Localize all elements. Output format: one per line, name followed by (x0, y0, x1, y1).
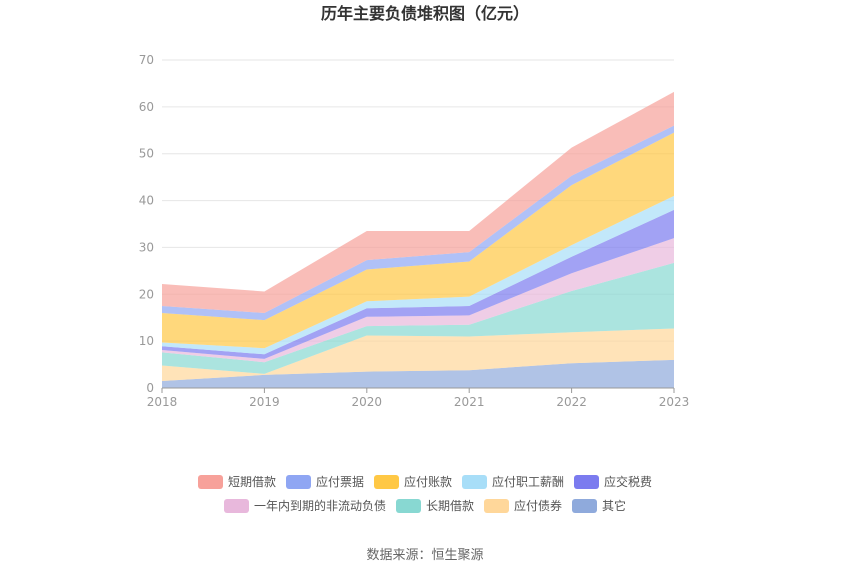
legend-swatch (396, 499, 421, 513)
legend-swatch (574, 475, 599, 489)
legend-swatch (572, 499, 597, 513)
legend-item-其它[interactable]: 其它 (572, 498, 626, 513)
area-series-其它 (162, 359, 674, 388)
legend-item-应交税费[interactable]: 应交税费 (574, 474, 652, 489)
legend-label: 应付票据 (316, 474, 364, 489)
legend-label: 应付账款 (404, 474, 452, 489)
area-series-长期借款 (162, 262, 674, 374)
legend-label: 应付债券 (514, 498, 562, 513)
legend-item-一年内到期的非流动负债[interactable]: 一年内到期的非流动负债 (224, 498, 386, 513)
legend-item-应付债券[interactable]: 应付债券 (484, 498, 562, 513)
legend-label: 应交税费 (604, 474, 652, 489)
x-tick-label: 2022 (556, 395, 587, 409)
y-tick-label: 30 (139, 240, 154, 254)
area-series-应付债券 (162, 328, 674, 381)
source-note: 数据来源：恒生聚源 (366, 548, 483, 563)
y-tick-label: 20 (139, 287, 154, 301)
y-tick-label: 0 (146, 381, 154, 395)
area-series-应付账款 (162, 132, 674, 349)
y-tick-label: 70 (139, 53, 154, 67)
x-tick-label: 2018 (147, 395, 178, 409)
x-tick-label: 2019 (249, 395, 280, 409)
axes: 0 10 20 30 40 50 60 70 2018 2019 2020 2021 2022 2023 (139, 53, 690, 409)
area-series-短期借款 (162, 91, 674, 314)
y-tick-label: 10 (139, 334, 154, 348)
legend-label: 应付职工薪酬 (492, 474, 564, 489)
legend-label: 一年内到期的非流动负债 (254, 498, 386, 513)
legend-swatch (484, 499, 509, 513)
legend-item-长期借款[interactable]: 长期借款 (396, 499, 474, 513)
y-tick-label: 60 (139, 100, 154, 114)
legend-swatch (198, 475, 223, 489)
legend-swatch (286, 475, 311, 489)
legend-swatch (462, 475, 487, 489)
legend-item-短期借款[interactable]: 短期借款 (198, 475, 276, 489)
x-tick-label: 2023 (659, 395, 690, 409)
legend-swatch (374, 475, 399, 489)
y-tick-label: 50 (139, 147, 154, 161)
legend-label: 长期借款 (426, 499, 474, 513)
legend-item-应付票据[interactable]: 应付票据 (286, 474, 364, 489)
legend-label: 其它 (602, 498, 626, 513)
area-series-group (162, 91, 674, 388)
legend-label: 短期借款 (228, 475, 276, 489)
legend-swatch (224, 499, 249, 513)
x-tick-label: 2021 (454, 395, 485, 409)
x-tick-label: 2020 (352, 395, 383, 409)
y-tick-label: 40 (139, 194, 154, 208)
chart-title: 历年主要负债堆积图（亿元） (321, 4, 529, 23)
legend-item-应付职工薪酬[interactable]: 应付职工薪酬 (462, 474, 564, 489)
legend-item-应付账款[interactable]: 应付账款 (374, 474, 452, 489)
